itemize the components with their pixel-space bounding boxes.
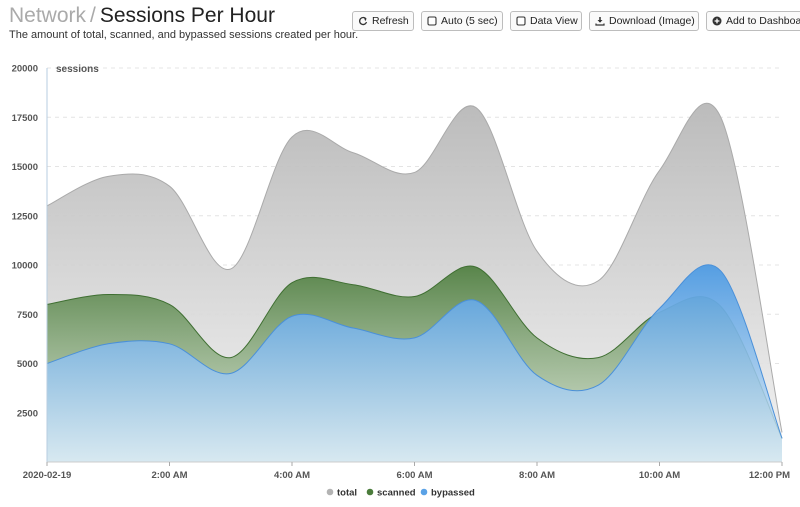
x-tick-label: 8:00 AM [519, 470, 555, 481]
point-bypassed-9[interactable] [596, 383, 600, 387]
point-total-7[interactable] [474, 105, 478, 109]
plus-circle-icon [712, 16, 722, 26]
legend-swatch-bypassed [420, 488, 428, 496]
point-bypassed-10[interactable] [658, 306, 662, 310]
point-bypassed-6[interactable] [413, 336, 417, 340]
point-total-2[interactable] [168, 184, 172, 188]
point-scanned-9[interactable] [596, 356, 600, 360]
y-tick-label: 17500 [12, 113, 38, 124]
point-scanned-2[interactable] [168, 302, 172, 306]
line-total [46, 102, 783, 433]
legend[interactable]: total scanned bypassed [326, 488, 475, 499]
point-scanned-6[interactable] [413, 295, 417, 299]
auto-refresh-label: Auto (5 sec) [441, 15, 498, 27]
x-tick-label: 2020-02-19 [23, 470, 72, 481]
page-header: Network / Sessions Per Hour The amount of … [9, 4, 358, 41]
point-scanned-1[interactable] [106, 293, 110, 297]
y-tick-label: 10000 [12, 261, 38, 272]
point-total-1[interactable] [106, 174, 110, 178]
y-tick-label: 15000 [12, 162, 38, 173]
area-bypassed [47, 264, 782, 462]
page-title-text: Sessions Per Hour [99, 4, 275, 27]
checkbox-icon [516, 16, 526, 26]
data-view-label: Data View [530, 15, 578, 27]
point-bypassed-12[interactable] [780, 436, 784, 440]
point-scanned-8[interactable] [535, 336, 539, 340]
y-tick-label: 2500 [17, 408, 38, 419]
breadcrumb-separator: / [90, 4, 96, 27]
point-scanned-3[interactable] [229, 356, 233, 360]
add-to-dashboard-button[interactable]: Add to Dashboard [706, 11, 800, 31]
point-bypassed-8[interactable] [535, 373, 539, 377]
point-bypassed-11[interactable] [719, 269, 723, 273]
legend-item-bypassed[interactable]: bypassed [420, 488, 475, 499]
y-axis-label: sessions [56, 64, 99, 75]
x-tick-label: 12:00 PM [749, 470, 790, 481]
sessions-area-chart: 2500 5000 7500 10000 12500 15000 17500 20000 ses… [12, 64, 791, 499]
point-total-4[interactable] [290, 135, 294, 139]
point-bypassed-2[interactable] [168, 342, 172, 346]
point-scanned-7[interactable] [474, 265, 478, 269]
point-total-8[interactable] [535, 249, 539, 253]
point-total-5[interactable] [351, 151, 355, 155]
legend-item-total[interactable]: total [326, 488, 357, 499]
series-areas [46, 102, 784, 463]
point-bypassed-1[interactable] [106, 342, 110, 346]
refresh-icon [358, 16, 368, 26]
y-tick-label: 12500 [12, 211, 38, 222]
breadcrumb-network[interactable]: Network [9, 4, 87, 27]
point-bypassed-7[interactable] [474, 298, 478, 302]
y-tick-label: 7500 [17, 310, 38, 321]
point-total-10[interactable] [658, 168, 662, 172]
y-tick-label: 5000 [17, 359, 38, 370]
refresh-label: Refresh [372, 15, 409, 27]
legend-label-total: total [337, 488, 357, 499]
auto-refresh-toggle[interactable]: Auto (5 sec) [421, 11, 503, 31]
legend-label-scanned: scanned [377, 488, 416, 499]
point-total-3[interactable] [229, 267, 233, 271]
x-tick-label: 4:00 AM [274, 470, 310, 481]
legend-label-bypassed: bypassed [431, 488, 475, 499]
point-bypassed-4[interactable] [290, 314, 294, 318]
point-total-11[interactable] [719, 115, 723, 119]
download-label: Download (Image) [609, 15, 695, 27]
legend-swatch-total [326, 488, 334, 496]
data-view-toggle[interactable]: Data View [510, 11, 582, 31]
legend-swatch-scanned [366, 488, 374, 496]
page-title: Network / Sessions Per Hour [9, 4, 358, 28]
download-icon [595, 16, 605, 26]
point-total-6[interactable] [413, 170, 417, 174]
legend-item-scanned[interactable]: scanned [366, 488, 416, 499]
axes: 2500 5000 7500 10000 12500 15000 17500 20000 ses… [12, 64, 791, 482]
x-tick-label: 2:00 AM [151, 470, 187, 481]
toolbar: Refresh Auto (5 sec) Data View Download … [352, 11, 800, 31]
point-bypassed-5[interactable] [351, 326, 355, 330]
point-bypassed-3[interactable] [229, 371, 233, 375]
refresh-button[interactable]: Refresh [352, 11, 414, 31]
page-subtitle: The amount of total, scanned, and bypass… [9, 29, 359, 41]
checkbox-icon [427, 16, 437, 26]
point-total-9[interactable] [596, 279, 600, 283]
x-tick-label: 10:00 AM [639, 470, 680, 481]
y-tick-label: 20000 [12, 64, 38, 75]
point-scanned-5[interactable] [351, 283, 355, 287]
download-image-button[interactable]: Download (Image) [589, 11, 699, 31]
x-tick-label: 6:00 AM [396, 470, 432, 481]
point-scanned-4[interactable] [290, 281, 294, 285]
line-bypassed [46, 264, 783, 439]
add-to-dashboard-label: Add to Dashboard [726, 15, 800, 27]
